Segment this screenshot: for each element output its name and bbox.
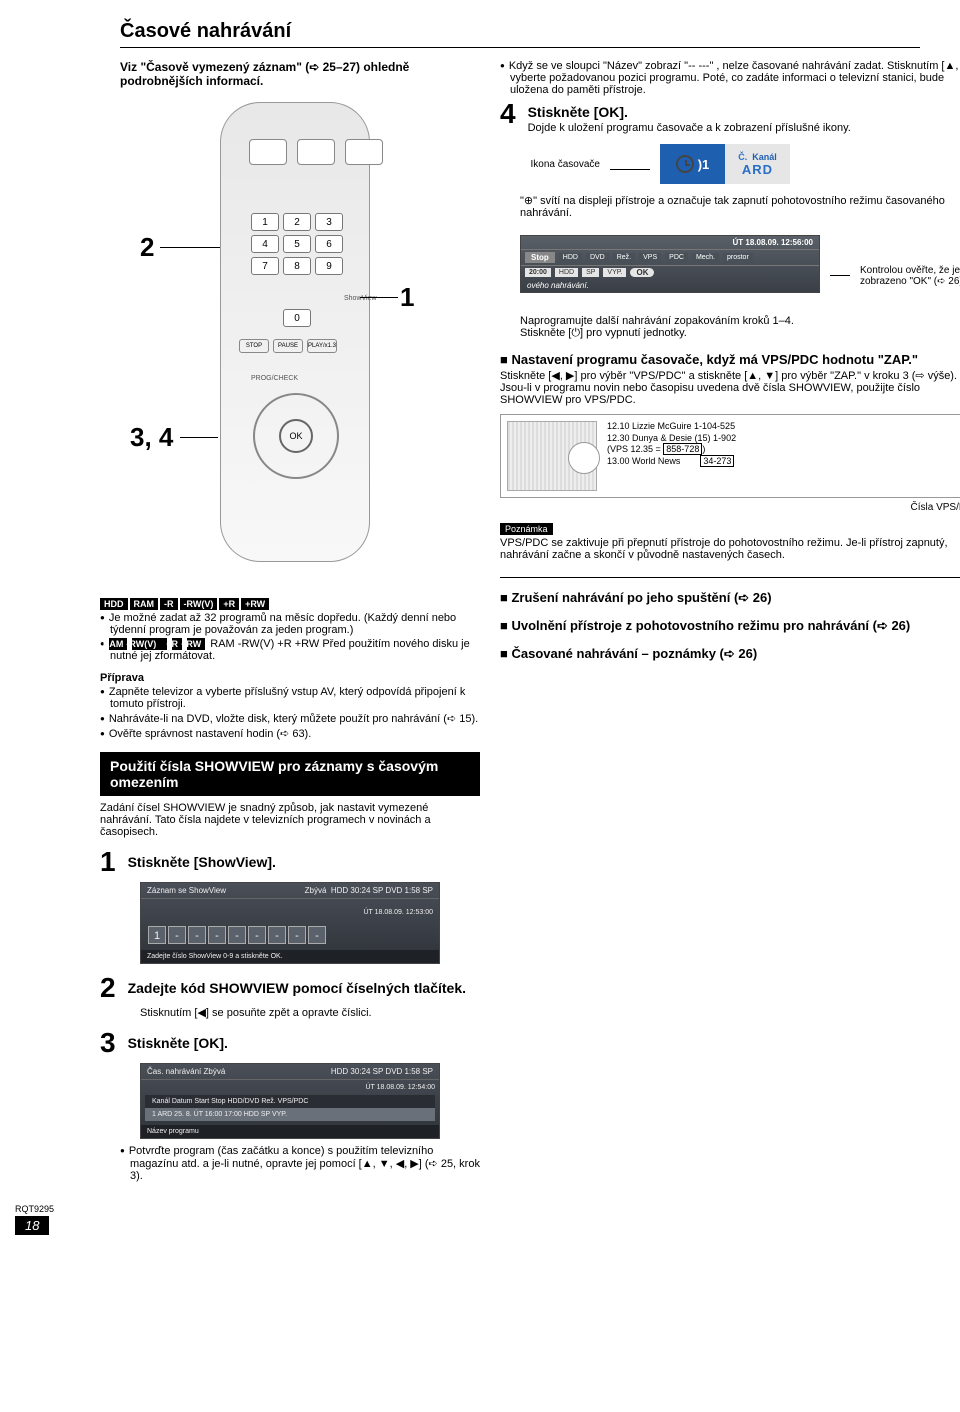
vps-body-2: Jsou-li v programu novin nebo časopisu u…: [500, 382, 960, 406]
callout-1: 1: [400, 282, 414, 313]
step-1: 1 Stiskněte [ShowView].: [100, 848, 480, 876]
showview-section-head: Použití čísla SHOWVIEW pro záznamy s čas…: [100, 752, 480, 796]
remote-nav-ring: OK: [253, 393, 339, 479]
step-4: 4 Stiskněte [OK]. Dojde k uložení progra…: [500, 100, 960, 134]
left-tail: Potvrďte program (čas začátku a konce) s…: [120, 1145, 480, 1182]
timer-osd: ÚT 18.08.09. 12:56:00 Stop HDD DVD Rež. …: [520, 235, 820, 293]
after-timer-2: Stiskněte [⏻] pro vypnutí jednotky.: [520, 327, 960, 340]
priprava-3: Ověřte správnost nastavení hodin (➪ 63).: [100, 727, 480, 740]
note-text: VPS/PDC se zaktivuje při přepnutí přístr…: [500, 537, 960, 561]
page-footer: RQT9295 18: [15, 1204, 920, 1235]
page-title: Časové nahrávání: [120, 20, 920, 43]
step-2-sub: Stisknutím [◀] se posuňte zpět a opravte…: [140, 1006, 480, 1019]
clock-icon: [676, 155, 694, 173]
callout-34-line: [180, 437, 218, 438]
step-4-text: Stiskněte [OK].: [528, 100, 851, 120]
step-3-text: Stiskněte [OK].: [128, 1029, 228, 1051]
step-4-sub: Dojde k uložení programu časovače a k zo…: [528, 122, 851, 134]
remote-btn-drive: [249, 139, 287, 165]
sec-notes: Časované nahrávání – poznámky (➪ 26): [500, 646, 960, 662]
step4-pre: Když se ve sloupci "Název" zobrazí "-- -…: [500, 60, 960, 96]
disc-badges: HDDRAM-R-RW(V)+R+RW: [100, 598, 480, 610]
callout-1-line: [360, 297, 398, 298]
remote-ok-button: OK: [279, 419, 313, 453]
right-divider: [500, 577, 960, 578]
timer-icon-label: Ikona časovače: [500, 159, 600, 170]
listing-label: Čísla VPS/PDC: [500, 502, 960, 513]
step-1-text: Stiskněte [ShowView].: [128, 848, 276, 870]
step4-intro: Když se ve sloupci "Název" zobrazí "-- -…: [500, 60, 960, 96]
left-tail-text: Potvrďte program (čas začátku a konce) s…: [120, 1145, 480, 1182]
left-bullet-2: RAM -RW(V) +R +RW RAM -RW(V) +R +RW Před…: [100, 638, 480, 662]
remote-progcheck-label: PROG/CHECK: [251, 375, 298, 382]
after-icon-text: "⊕" svítí na displeji přístroje a označu…: [520, 194, 960, 219]
note-badge: Poznámka: [500, 523, 553, 535]
priprava-2: Nahráváte-li na DVD, vložte disk, který …: [100, 712, 480, 725]
timer-note: Kontrolou ověřte, že je zobrazeno "OK" (…: [860, 265, 960, 287]
left-bullets: Je možné zadat až 32 programů na měsíc d…: [100, 612, 480, 662]
priprava-list: Zapněte televizor a vyberte příslušný vs…: [100, 686, 480, 740]
showview-section-sub: Zadání čísel SHOWVIEW je snadný způsob, …: [100, 802, 480, 838]
remote-transport: STOPPAUSEPLAY/x1.3: [239, 339, 337, 353]
remote-diagram: 123 456 789 0 ShowView STOPPAUSEPLAY/x1.…: [100, 102, 480, 582]
vps-body-1: Stiskněte [◀, ▶] pro výběr "VPS/PDC" a s…: [500, 369, 960, 382]
step-2-text: Zadejte kód SHOWVIEW pomocí číselných tl…: [128, 974, 466, 996]
left-bullet-1: Je možné zadat až 32 programů na měsíc d…: [100, 612, 480, 636]
sec-release: Uvolnění přístroje z pohotovostního reži…: [500, 618, 960, 634]
newspaper-icon: [507, 421, 597, 491]
after-timer-1: Naprogramujte další nahrávání zopakování…: [520, 315, 960, 327]
tv-listing: 12.10 Lizzie McGuire 1-104-525 12.30 Dun…: [607, 421, 960, 468]
channel-tile: )1 Č. Kanál ARD: [660, 144, 790, 184]
newspaper-box: 12.10 Lizzie McGuire 1-104-525 12.30 Dun…: [500, 414, 960, 498]
timer-icon-box: Ikona časovače )1 Č. Kanál ARD: [500, 144, 960, 184]
vps-head: Nastavení programu časovače, když má VPS…: [500, 352, 960, 367]
page-number: 18: [15, 1216, 49, 1235]
right-column: Když se ve sloupci "Název" zobrazí "-- -…: [500, 60, 960, 1184]
sec-cancel: Zrušení nahrávání po jeho spuštění (➪ 26…: [500, 590, 960, 606]
ok-oval: OK: [630, 268, 654, 277]
callout-2-line: [160, 247, 220, 248]
stop-chip: Stop: [525, 252, 555, 263]
doc-code: RQT9295: [15, 1204, 920, 1214]
title-rule: [120, 47, 920, 48]
callout-2: 2: [140, 232, 154, 263]
step-3: 3 Stiskněte [OK].: [100, 1029, 480, 1057]
remote-outline: 123 456 789 0 ShowView STOPPAUSEPLAY/x1.…: [220, 102, 370, 562]
callout-34: 3, 4: [130, 422, 173, 453]
intro-text: Viz "Časově vymezený záznam" (➪ 25–27) o…: [120, 60, 480, 88]
remote-btn-vol: [297, 139, 335, 165]
priprava-1: Zapněte televizor a vyberte příslušný vs…: [100, 686, 480, 710]
osd-showview-entry: Záznam se ShowView Zbývá HDD 30:24 SP DV…: [140, 882, 440, 964]
remote-numpad: 123 456 789: [251, 213, 343, 275]
remote-btn-ch: [345, 139, 383, 165]
priprava-head: Příprava: [100, 672, 480, 684]
remote-zero: 0: [283, 309, 311, 327]
left-column: Viz "Časově vymezený záznam" (➪ 25–27) o…: [100, 60, 480, 1184]
osd-timer-table: Čas. nahrávání Zbývá HDD 30:24 SP DVD 1:…: [140, 1063, 440, 1139]
step-2: 2 Zadejte kód SHOWVIEW pomocí číselných …: [100, 974, 480, 1002]
